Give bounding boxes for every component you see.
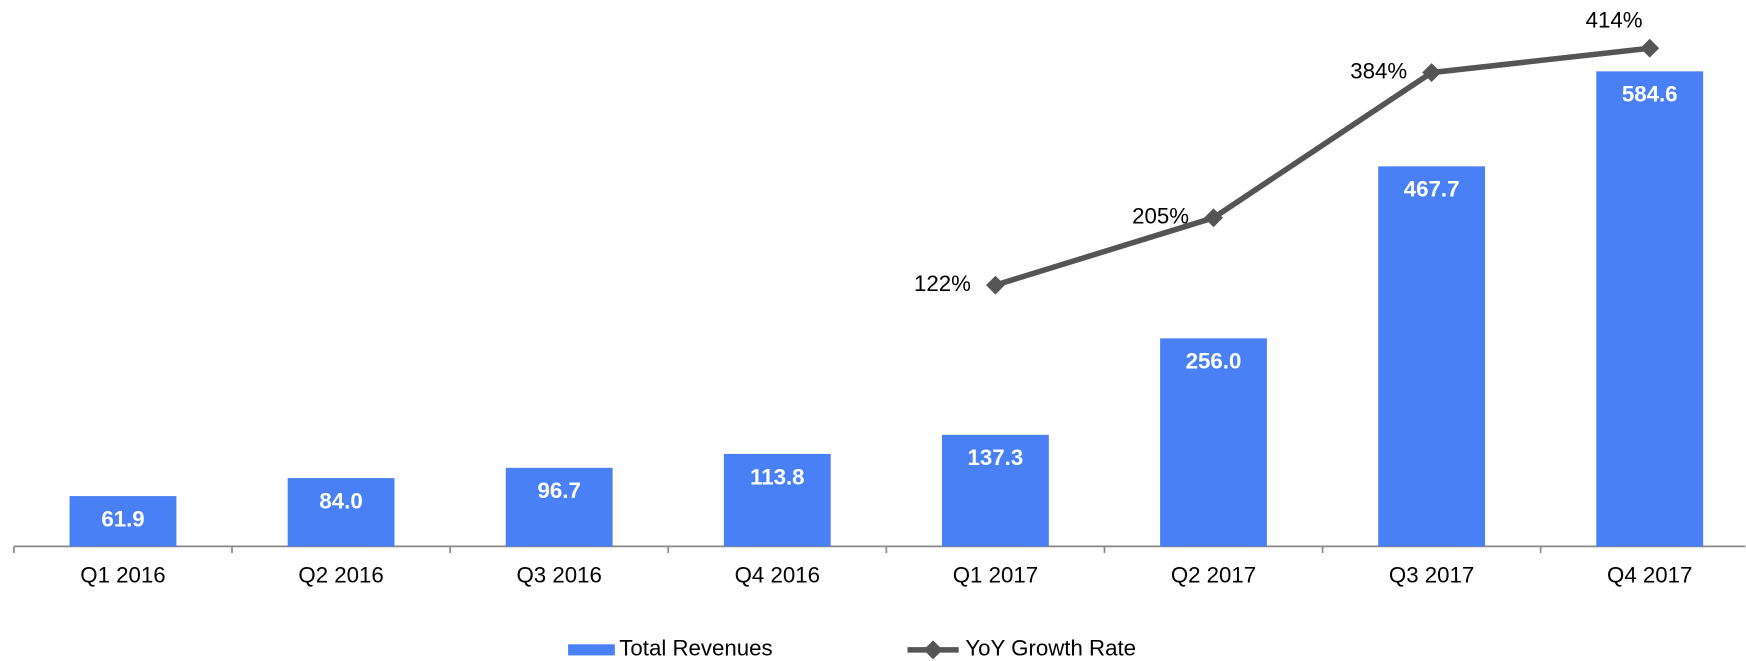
data-label: 205% [1132,204,1189,229]
marker [1640,38,1660,58]
line [994,45,1651,288]
data-label: 384% [1350,58,1407,83]
x-tick-label: Q1 2017 [953,562,1038,587]
bar [941,434,1049,547]
x-tick-label: Q4 2017 [1607,562,1692,587]
data-label: 61.9 [101,506,144,531]
data-label: 414% [1586,7,1643,32]
x-tick-label: Q1 2016 [80,562,165,587]
x-tick-label: Q2 2016 [298,562,383,587]
legend-label: YoY Growth Rate [965,636,1136,661]
x-tick-label: Q3 2016 [517,562,602,587]
data-label: 84.0 [319,488,362,513]
data-label: 113.8 [750,464,804,489]
bar [1378,166,1486,547]
legend-marker [923,640,943,660]
bar [69,496,177,547]
marker [985,275,1005,295]
legend-swatch [568,644,615,656]
bar [287,478,395,547]
x-tick-label: Q3 2017 [1389,562,1474,587]
data-label: 122% [914,271,971,296]
legend-label: Total Revenues [619,636,772,661]
bar [1596,71,1704,547]
data-label: 256.0 [1186,349,1242,374]
x-tick-label: Q2 2017 [1171,562,1256,587]
bar [1160,338,1267,547]
data-label: 96.7 [538,478,581,503]
x-tick-label: Q4 2016 [735,562,820,587]
bar [505,467,613,547]
data-label: 584.6 [1622,82,1678,107]
data-label: 137.3 [968,445,1024,470]
data-label: 467.7 [1404,177,1460,202]
bar [723,453,831,547]
